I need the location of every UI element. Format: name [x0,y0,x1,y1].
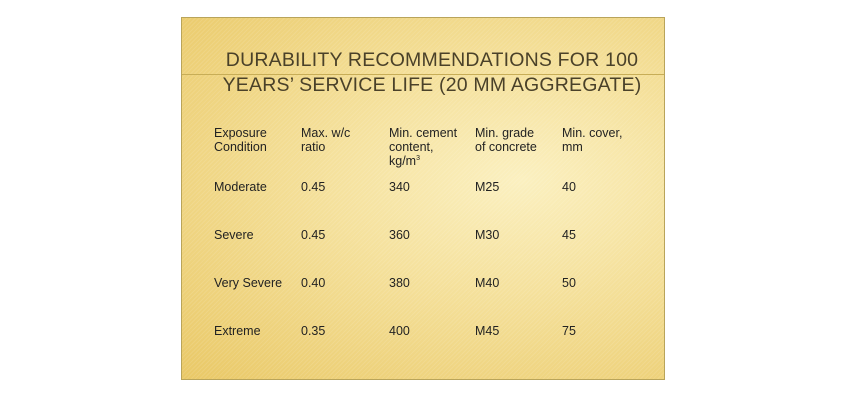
header-text: Min. cover, [562,126,623,140]
header-min-grade: Min. grade of concrete [475,126,562,180]
cell-grade: M25 [475,180,500,194]
header-text: mm [562,140,583,154]
header-text: kg/m [389,154,417,168]
cell-condition: Moderate [214,180,267,194]
cell-grade: M30 [475,228,500,242]
header-text: of concrete [475,140,537,154]
cell-cement: 340 [389,180,410,194]
cell-grade: M45 [475,324,500,338]
title-divider [182,74,664,75]
header-text: ratio [301,140,326,154]
header-min-cement-content: Min. cement content, kg/m3 [389,126,475,180]
cell-wc-ratio: 0.40 [301,276,326,290]
table-row: Very Severe 0.40 380 M40 50 [214,276,632,324]
cell-cement: 400 [389,324,410,338]
cell-condition: Very Severe [214,276,283,290]
cell-cover: 75 [562,324,576,338]
cell-wc-ratio: 0.45 [301,228,326,242]
header-text: Max. w/c [301,126,351,140]
header-text: Exposure [214,126,267,140]
header-exposure-condition: Exposure Condition [214,126,301,180]
table-row: Severe 0.45 360 M30 45 [214,228,632,276]
table-row: Moderate 0.45 340 M25 40 [214,180,632,228]
table-header-row: Exposure Condition Max. w/c ratio Min. c… [214,126,632,180]
unit-superscript: 3 [416,154,420,162]
header-text: Min. cement [389,126,458,140]
cell-wc-ratio: 0.35 [301,324,326,338]
cell-condition: Extreme [214,324,261,338]
cell-cover: 50 [562,276,576,290]
durability-table: Exposure Condition Max. w/c ratio Min. c… [214,126,632,372]
header-unit-line: kg/m3 [389,154,475,168]
slide-title-line-1: DURABILITY RECOMMENDATIONS FOR 100 [225,49,639,71]
header-text: Min. grade [475,126,535,140]
cell-grade: M40 [475,276,500,290]
cell-cement: 380 [389,276,410,290]
cell-wc-ratio: 0.45 [301,180,326,194]
table-row: Extreme 0.35 400 M45 75 [214,324,632,372]
slide-title-line-2: YEARS’ SERVICE LIFE (20 MM AGGREGATE) [222,74,642,96]
cell-condition: Severe [214,228,254,242]
cell-cover: 45 [562,228,576,242]
header-max-wc-ratio: Max. w/c ratio [301,126,389,180]
header-text: content, [389,140,434,154]
cell-cement: 360 [389,228,410,242]
header-text: Condition [214,140,267,154]
header-min-cover: Min. cover, mm [562,126,632,180]
cell-cover: 40 [562,180,576,194]
slide-title: DURABILITY RECOMMENDATIONS FOR 100 YEARS… [212,48,652,98]
slide: DURABILITY RECOMMENDATIONS FOR 100 YEARS… [181,17,665,380]
